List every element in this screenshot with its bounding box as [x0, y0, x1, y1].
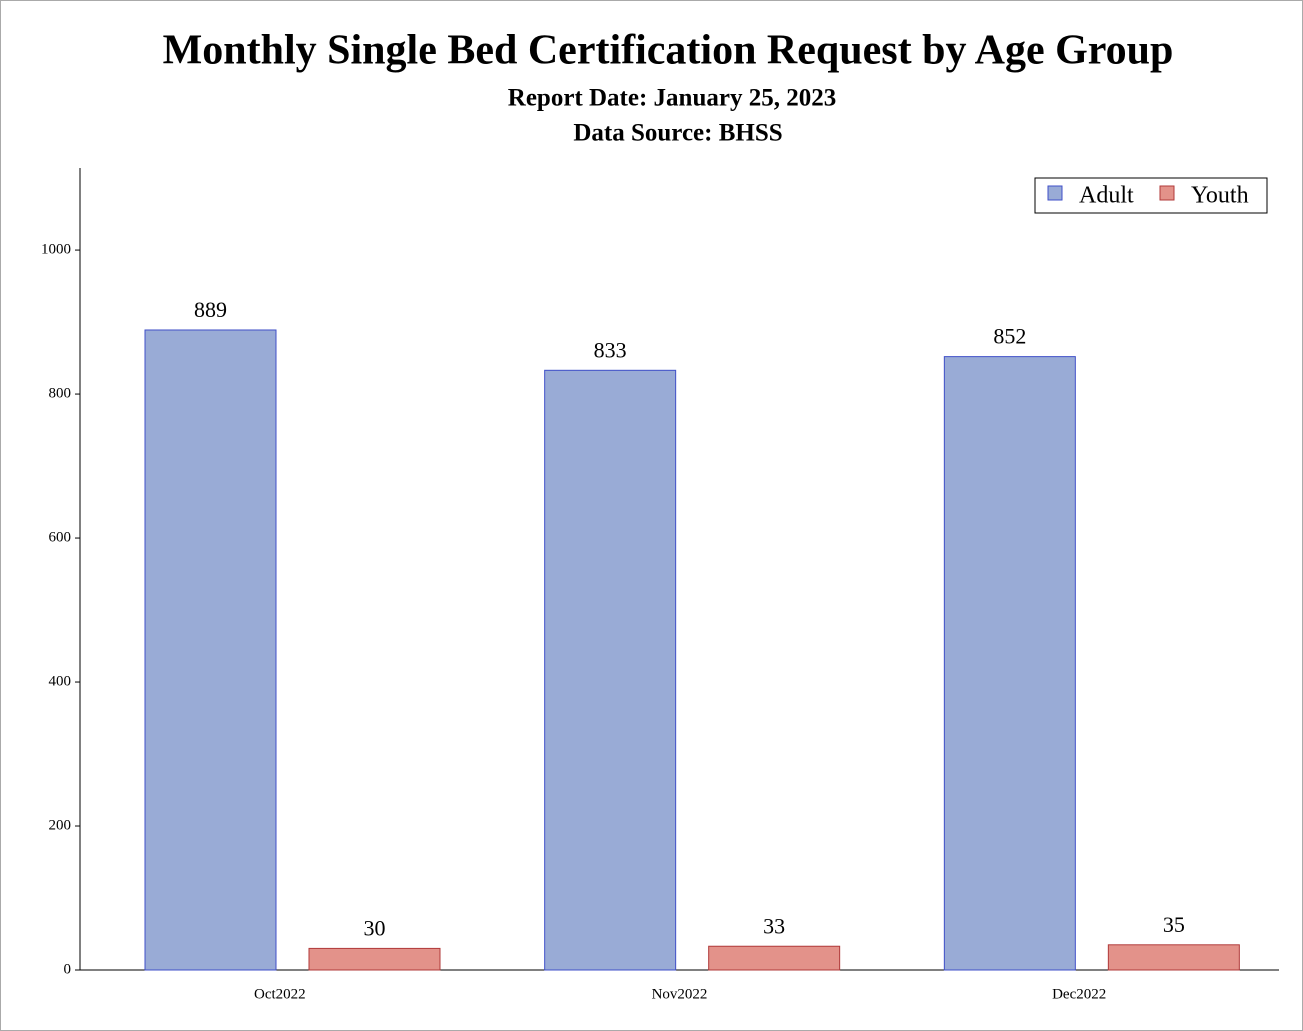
- value-label: 35: [1163, 912, 1185, 937]
- legend-swatch: [1159, 185, 1175, 201]
- chart-title: Monthly Single Bed Certification Request…: [163, 28, 1174, 74]
- legend-label: Youth: [1191, 183, 1249, 209]
- x-tick-label: Oct2022: [254, 986, 306, 1002]
- chart-subtitle: Report Date: January 25, 2023: [508, 85, 836, 112]
- y-tick-label: 400: [49, 673, 72, 689]
- x-tick-label: Dec2022: [1052, 986, 1106, 1002]
- legend-box: [1034, 177, 1268, 214]
- x-tick-label: Nov2022: [652, 986, 708, 1002]
- bar: [708, 945, 841, 971]
- value-label: 30: [364, 915, 386, 940]
- value-label: 33: [763, 913, 785, 938]
- bar: [943, 356, 1076, 971]
- bar: [308, 947, 441, 971]
- chart-subtitle: Data Source: BHSS: [573, 120, 782, 147]
- y-tick-label: 0: [64, 961, 72, 977]
- bar: [144, 329, 277, 971]
- y-tick-label: 600: [49, 529, 72, 545]
- bar: [1107, 944, 1240, 971]
- y-tick-label: 200: [49, 817, 72, 833]
- y-tick-label: 1000: [41, 242, 71, 258]
- bar: [544, 369, 677, 971]
- y-tick-label: 800: [49, 385, 72, 401]
- value-label: 852: [993, 324, 1026, 349]
- value-label: 889: [194, 297, 227, 322]
- value-label: 833: [594, 337, 627, 362]
- legend-label: Adult: [1079, 183, 1134, 209]
- legend-swatch: [1047, 185, 1063, 201]
